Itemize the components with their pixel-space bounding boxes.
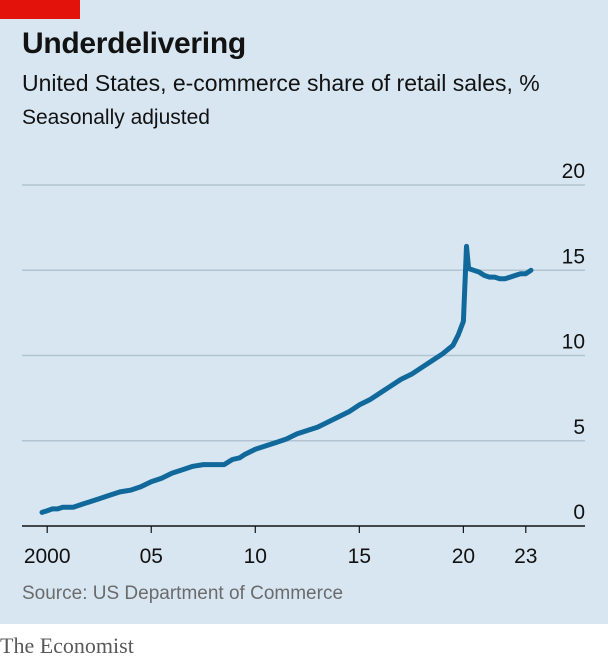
y-tick-label-10: 10	[562, 331, 585, 354]
chart-note: Seasonally adjusted	[22, 106, 210, 129]
x-tick-label-23: 23	[514, 545, 537, 568]
y-tick-label-15: 15	[562, 245, 585, 268]
source-note: Source: US Department of Commerce	[22, 583, 344, 604]
y-tick-label-5: 5	[573, 416, 585, 439]
economist-logo: The Economist	[0, 633, 134, 658]
chart-panel	[0, 0, 608, 624]
x-tick-label-05: 05	[140, 545, 163, 568]
y-tick-label-20: 20	[562, 160, 585, 183]
chart-subtitle: United States, e-commerce share of retai…	[22, 70, 540, 96]
series-line-0	[39, 243, 534, 515]
x-tick-label-15: 15	[348, 545, 371, 568]
brand-red-tag	[0, 0, 80, 19]
y-tick-label-0: 0	[573, 501, 585, 524]
x-tick-label-2000: 2000	[24, 545, 71, 568]
chart-title: Underdelivering	[22, 27, 246, 60]
x-tick-label-10: 10	[244, 545, 267, 568]
x-tick-label-20: 20	[452, 545, 475, 568]
